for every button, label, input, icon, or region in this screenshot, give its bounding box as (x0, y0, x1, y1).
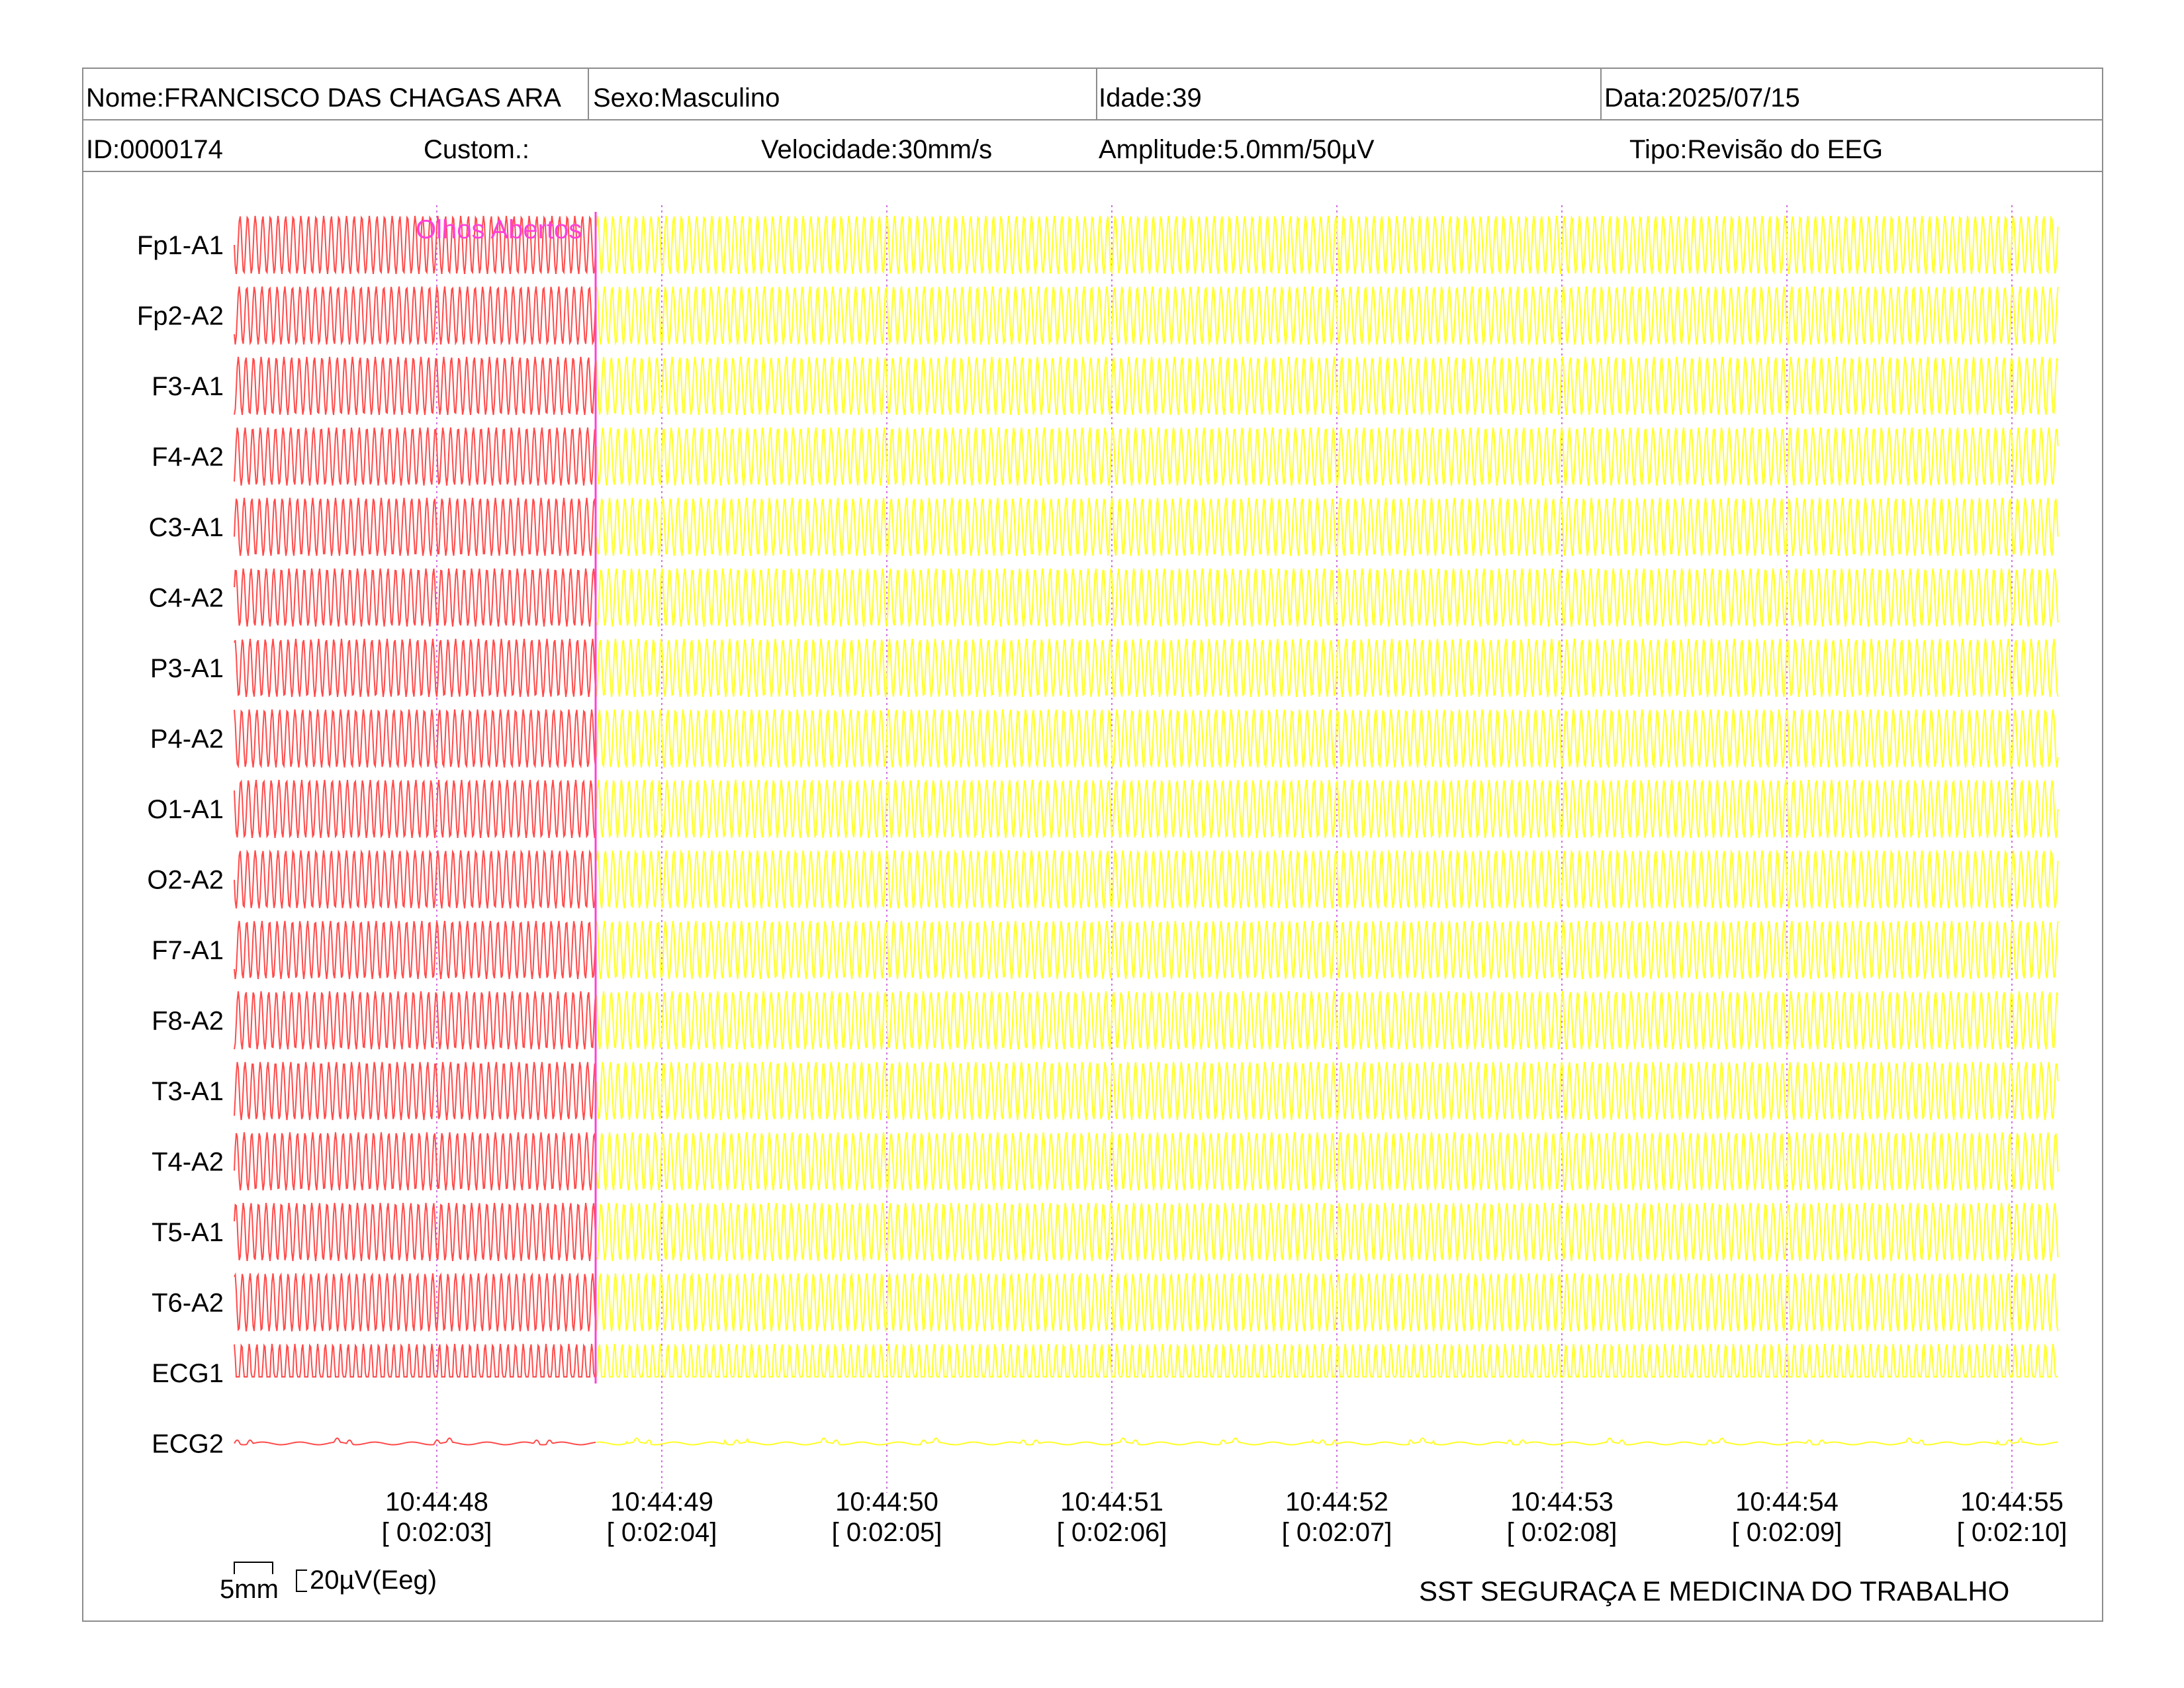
tick-label-time: 10:44:48 (385, 1487, 488, 1517)
header-col-divider-2 (1096, 68, 1097, 120)
channel-label: F7-A1 (152, 936, 224, 965)
tick-label-elapsed: [ 0:02:05] (832, 1518, 942, 1547)
trace-highlight (234, 638, 596, 697)
trace (596, 779, 2059, 839)
trace-highlight (234, 991, 596, 1050)
header-col-divider-3 (1600, 68, 1602, 120)
trace (596, 849, 2059, 909)
tick-label-time: 10:44:54 (1735, 1487, 1839, 1517)
trace (596, 215, 2059, 275)
channel-label: P4-A2 (150, 725, 224, 754)
channel-label: F8-A2 (152, 1007, 224, 1036)
trace-highlight (234, 709, 596, 769)
trace (596, 638, 2059, 697)
trace (596, 1132, 2059, 1191)
trace-highlight (234, 1132, 596, 1191)
trace-highlight (234, 1062, 596, 1121)
tick-label-elapsed: [ 0:02:09] (1732, 1518, 1843, 1547)
time-scale-label: 5mm (220, 1575, 279, 1604)
channel-label: C3-A1 (149, 513, 224, 542)
trace (596, 568, 2059, 627)
channel-label: P3-A1 (150, 654, 224, 683)
trace (596, 991, 2059, 1050)
trace-highlight (234, 427, 596, 486)
patient-sex: Sexo:Masculino (593, 83, 780, 113)
tick-label-elapsed: [ 0:02:08] (1507, 1518, 1617, 1547)
tick-label-elapsed: [ 0:02:10] (1957, 1518, 2068, 1547)
event-label: Olhos Abertos (416, 215, 582, 244)
time-scale-bar (234, 1562, 273, 1574)
report-frame (82, 68, 2103, 1622)
channel-label: O1-A1 (147, 795, 224, 824)
channel-label: T6-A2 (152, 1289, 224, 1318)
patient-id: ID:0000174 (86, 135, 223, 164)
trace-highlight (234, 286, 596, 346)
channel-label: T3-A1 (152, 1077, 224, 1106)
channel-label: T5-A1 (152, 1218, 224, 1247)
exam-type: Tipo:Revisão do EEG (1629, 135, 1884, 164)
header-divider-1 (82, 119, 2103, 120)
tick-label-elapsed: [ 0:02:03] (382, 1518, 492, 1547)
channel-label: F3-A1 (152, 372, 224, 401)
trace (596, 1203, 2059, 1262)
trace-highlight (234, 1203, 596, 1262)
trace (596, 427, 2059, 486)
channel-label: O2-A2 (147, 866, 224, 895)
channel-label: ECG2 (152, 1430, 224, 1459)
amplitude-scale-bar (296, 1570, 307, 1592)
tick-label-time: 10:44:53 (1510, 1487, 1614, 1517)
amplitude-scale-label: 20µV(Eeg) (310, 1566, 437, 1595)
tick-label-time: 10:44:52 (1285, 1487, 1388, 1517)
trace (596, 1436, 2058, 1446)
patient-age: Idade:39 (1099, 83, 1202, 113)
organization-name: SST SEGURAÇA E MEDICINA DO TRABALHO (1419, 1575, 2010, 1607)
trace-highlight (234, 779, 596, 839)
tick-label-elapsed: [ 0:02:07] (1282, 1518, 1392, 1547)
trace-highlight (234, 1343, 596, 1378)
trace-highlight (234, 215, 596, 275)
trace-highlight (234, 356, 596, 415)
header-divider-2 (82, 171, 2103, 172)
trace (596, 921, 2059, 980)
header-col-divider-1 (588, 68, 589, 120)
trace (596, 1062, 2059, 1121)
tick-label-time: 10:44:51 (1060, 1487, 1163, 1517)
trace (596, 709, 2059, 769)
channel-label: Fp1-A1 (137, 231, 224, 260)
trace (596, 497, 2059, 556)
trace-highlight (234, 497, 596, 556)
channel-label: ECG1 (152, 1359, 224, 1388)
trace-highlight (234, 849, 596, 909)
trace-highlight (234, 921, 596, 980)
tick-label-time: 10:44:49 (610, 1487, 713, 1517)
channel-label: F4-A2 (152, 443, 224, 472)
patient-name: Nome:FRANCISCO DAS CHAGAS ARA (86, 83, 561, 113)
trace (596, 286, 2059, 346)
amplitude-setting: Amplitude:5.0mm/50µV (1099, 135, 1375, 164)
trace (596, 1343, 2058, 1378)
trace (596, 356, 2059, 415)
trace-highlight (234, 1272, 596, 1332)
trace-highlight (234, 568, 596, 627)
exam-date: Data:2025/07/15 (1604, 83, 1800, 113)
custom-field: Custom.: (424, 135, 530, 164)
sweep-speed: Velocidade:30mm/s (761, 135, 993, 164)
tick-label-time: 10:44:50 (835, 1487, 938, 1517)
channel-label: C4-A2 (149, 584, 224, 613)
channel-label: T4-A2 (152, 1148, 224, 1177)
tick-label-time: 10:44:55 (1960, 1487, 2064, 1517)
tick-label-elapsed: [ 0:02:04] (607, 1518, 717, 1547)
channel-label: Fp2-A2 (137, 302, 224, 331)
tick-label-elapsed: [ 0:02:06] (1057, 1518, 1167, 1547)
trace (596, 1272, 2059, 1332)
trace-highlight (234, 1437, 596, 1446)
